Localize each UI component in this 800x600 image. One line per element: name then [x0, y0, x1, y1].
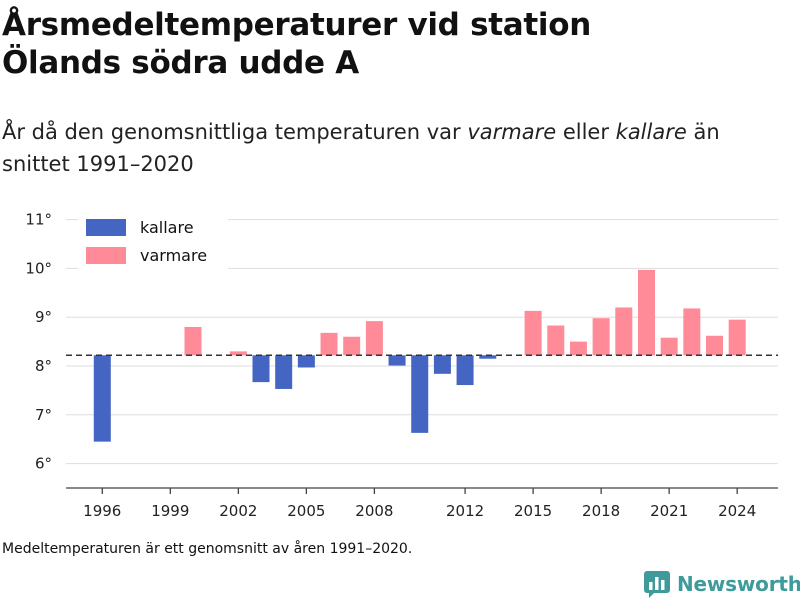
bar-2007 [343, 336, 361, 356]
x-tick-label: 2002 [219, 502, 257, 520]
x-tick-label: 2012 [446, 502, 484, 520]
legend-swatch-varmare [86, 247, 126, 264]
bar-2011 [433, 355, 451, 374]
bar-2008 [365, 321, 383, 356]
footnote: Medeltemperaturen är ett genomsnitt av å… [2, 541, 413, 557]
bar-2024 [728, 319, 746, 356]
subtitle-cold-word: kallare [615, 120, 687, 144]
bar-chart: 6° 7° 8° 9° 10° 11° 1996 1999 2002 2005 2008 2012 20… [25, 211, 778, 520]
x-tick-label: 2021 [650, 502, 688, 520]
y-tick-label: 10° [25, 259, 52, 277]
x-tick-label: 1996 [83, 502, 121, 520]
bar-2005 [297, 355, 315, 368]
y-tick-label: 8° [35, 357, 52, 375]
bar-2000 [184, 326, 202, 356]
bar-2015 [524, 310, 542, 356]
subtitle-part-1: År då den genomsnittliga temperaturen va… [2, 120, 468, 144]
y-tick-label: 9° [35, 308, 52, 326]
subtitle-part-3: än snittet 1991–2020 [2, 120, 720, 176]
bar-2006 [320, 332, 338, 356]
legend-swatch-kallare [86, 219, 126, 236]
bar-2016 [547, 325, 565, 356]
bar-2021 [660, 337, 678, 356]
bar-2018 [592, 318, 610, 356]
subtitle-part-2: eller [556, 120, 616, 144]
bar-2020 [637, 269, 655, 356]
chart-subtitle: År då den genomsnittliga temperaturen va… [2, 116, 792, 180]
bar-2019 [615, 307, 633, 356]
bar-2017 [569, 341, 587, 356]
brand-name: Newsworthy [677, 572, 800, 596]
chart-title: Årsmedeltemperaturer vid station Ölands … [2, 6, 792, 82]
x-tick-label: 2018 [582, 502, 620, 520]
bar-2013 [479, 355, 497, 359]
bar-2009 [388, 355, 406, 366]
y-tick-label: 11° [25, 211, 52, 229]
x-tick-label: 2024 [718, 502, 756, 520]
bar-2012 [456, 355, 474, 386]
y-tick-label: 6° [35, 455, 52, 473]
brand-logo[interactable]: Newsworthy [644, 568, 800, 600]
x-tick-label: 2005 [287, 502, 325, 520]
subtitle-warm-word: varmare [467, 120, 557, 144]
x-tick-label: 1999 [151, 502, 189, 520]
bar-2023 [706, 335, 724, 356]
legend-label-varmare: varmare [140, 246, 207, 265]
bar-2022 [683, 308, 701, 356]
bar-2004 [275, 355, 293, 389]
bar-2010 [411, 355, 429, 433]
legend-label-kallare: kallare [140, 218, 194, 237]
x-tick-label: 2015 [514, 502, 552, 520]
bar-2003 [252, 355, 270, 383]
chart-title-line-2: Ölands södra udde A [2, 45, 359, 81]
bar-1996 [93, 355, 111, 442]
bar-2002 [229, 351, 247, 356]
x-tick-label: 2008 [355, 502, 393, 520]
chart-title-line-1: Årsmedeltemperaturer vid station [2, 7, 591, 43]
y-tick-label: 7° [35, 406, 52, 424]
newsworthy-bar-chart-logo-icon [644, 571, 670, 598]
